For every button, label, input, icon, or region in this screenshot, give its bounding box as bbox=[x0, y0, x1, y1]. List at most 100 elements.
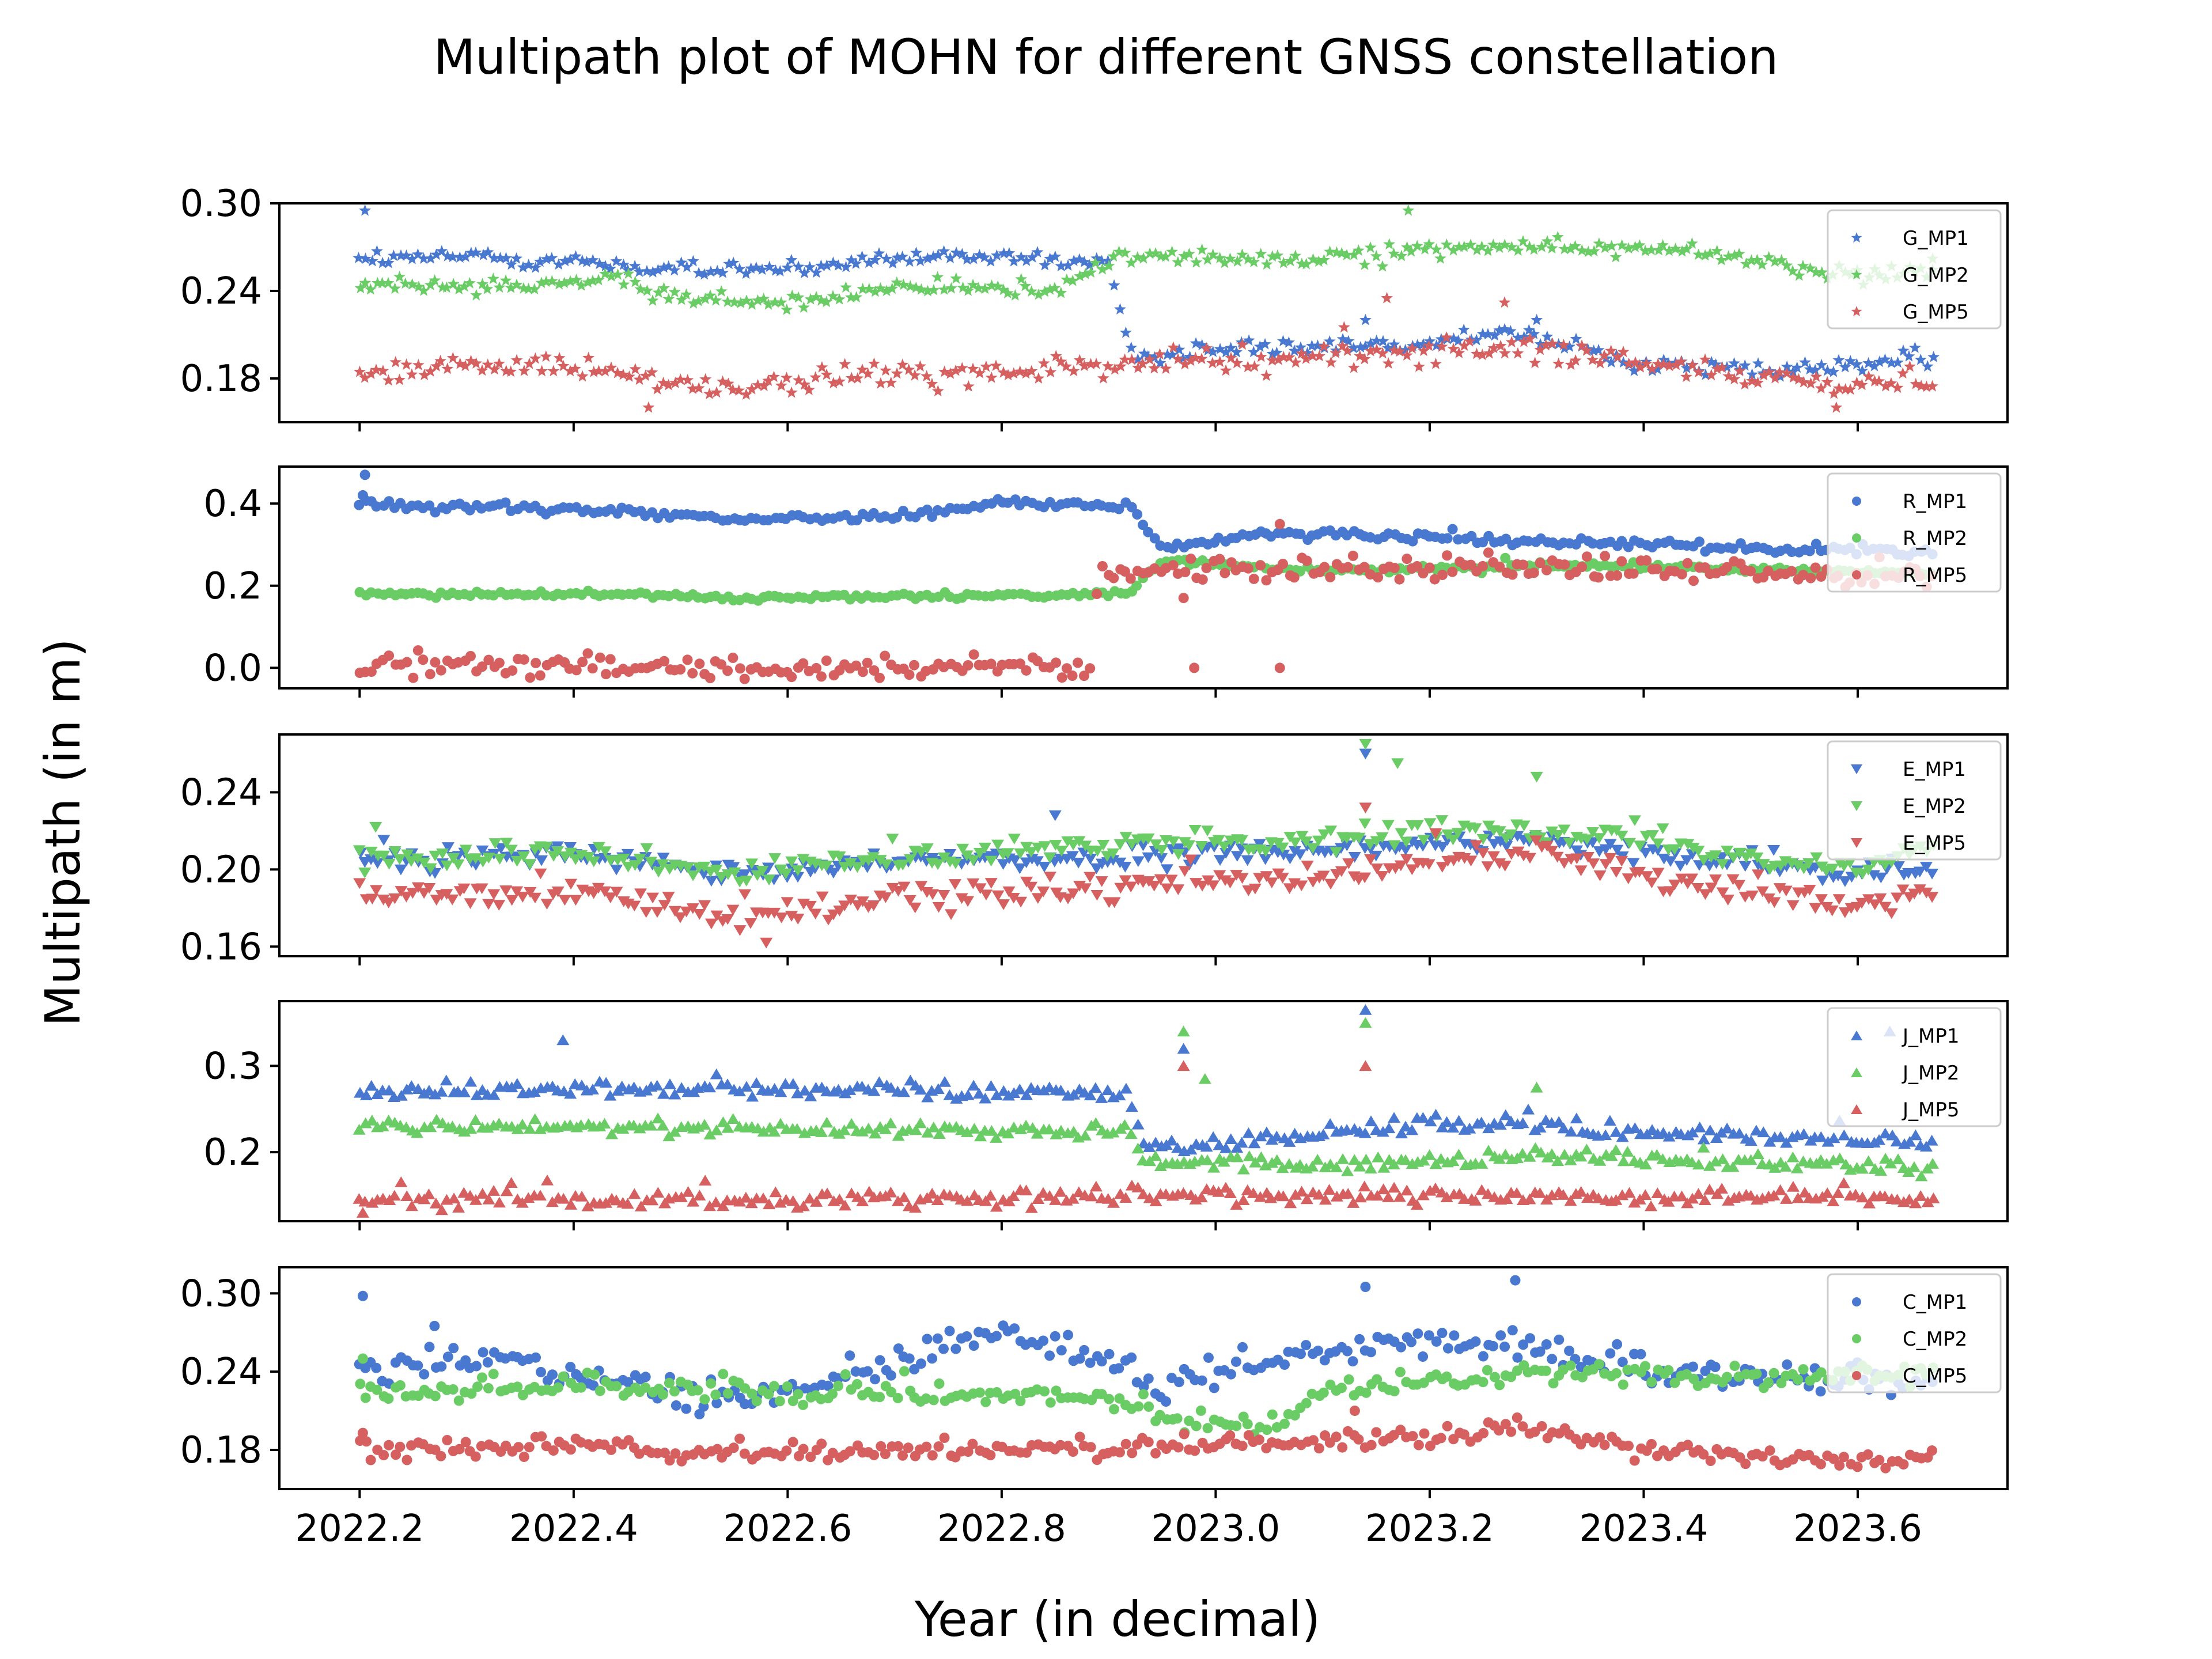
data-point bbox=[838, 900, 851, 912]
data-point bbox=[1466, 531, 1477, 541]
data-point bbox=[634, 888, 647, 900]
data-point bbox=[980, 1396, 991, 1407]
data-point bbox=[1797, 863, 1810, 874]
data-point bbox=[1507, 569, 1518, 580]
data-point bbox=[430, 1391, 441, 1402]
legend-marker bbox=[1852, 570, 1861, 579]
data-point bbox=[1201, 1154, 1214, 1165]
data-point bbox=[944, 849, 957, 860]
data-point bbox=[1728, 543, 1738, 554]
data-point bbox=[1043, 853, 1056, 863]
data-point bbox=[1685, 873, 1699, 885]
data-point bbox=[763, 260, 776, 272]
data-point bbox=[933, 1128, 946, 1139]
x-tick-label: 2022.8 bbox=[937, 1508, 1066, 1550]
data-point bbox=[1113, 245, 1126, 257]
data-point bbox=[1580, 344, 1593, 356]
data-point bbox=[1423, 818, 1437, 830]
data-point bbox=[1184, 354, 1197, 366]
data-point bbox=[477, 661, 487, 672]
data-point bbox=[1810, 852, 1823, 863]
data-point bbox=[738, 869, 751, 881]
data-point bbox=[1073, 836, 1086, 847]
data-point bbox=[405, 1200, 418, 1211]
data-point bbox=[897, 1450, 908, 1461]
data-point bbox=[1797, 376, 1810, 388]
data-point bbox=[1149, 1137, 1162, 1148]
data-point bbox=[435, 1450, 446, 1461]
data-point bbox=[1237, 1194, 1250, 1206]
data-point bbox=[1248, 1137, 1261, 1149]
data-point bbox=[1342, 335, 1355, 347]
data-point bbox=[1212, 1186, 1225, 1197]
data-point bbox=[1646, 1124, 1659, 1135]
data-point bbox=[692, 267, 705, 278]
data-point bbox=[1067, 1126, 1080, 1137]
data-point bbox=[1347, 550, 1358, 561]
data-point bbox=[950, 272, 963, 284]
data-point bbox=[668, 906, 681, 917]
data-point bbox=[1878, 1190, 1892, 1202]
data-point bbox=[1594, 1432, 1605, 1443]
data-point bbox=[1499, 1341, 1510, 1352]
data-point bbox=[1282, 1158, 1296, 1169]
data-point bbox=[1733, 847, 1747, 859]
data-point bbox=[1622, 242, 1635, 254]
data-point bbox=[645, 857, 658, 868]
data-point bbox=[1009, 289, 1021, 301]
data-point bbox=[1518, 1339, 1529, 1350]
data-point bbox=[1178, 866, 1191, 877]
data-point bbox=[827, 909, 840, 921]
axes-frame bbox=[278, 1266, 2009, 1490]
data-point bbox=[856, 1195, 869, 1207]
data-point bbox=[734, 663, 745, 674]
data-point bbox=[1013, 1084, 1027, 1094]
data-point bbox=[699, 1394, 710, 1405]
data-point bbox=[1406, 1124, 1419, 1135]
data-point bbox=[1079, 1130, 1092, 1141]
data-point bbox=[833, 293, 846, 305]
data-point bbox=[870, 1374, 880, 1385]
data-point bbox=[570, 250, 582, 262]
data-point bbox=[465, 651, 476, 661]
data-point bbox=[1026, 251, 1039, 263]
data-point bbox=[640, 843, 653, 854]
data-point bbox=[763, 874, 776, 886]
data-point bbox=[1248, 360, 1261, 372]
data-point bbox=[1746, 368, 1759, 380]
data-point bbox=[798, 1444, 809, 1455]
data-point bbox=[1009, 1323, 1020, 1334]
y-tick-label: 0.16 bbox=[180, 926, 263, 968]
data-point bbox=[897, 278, 910, 290]
data-point bbox=[1605, 344, 1618, 357]
data-point bbox=[1781, 259, 1793, 271]
x-tick-label: 2023.0 bbox=[1151, 1508, 1280, 1550]
data-point bbox=[1524, 332, 1536, 344]
data-point bbox=[571, 665, 582, 676]
data-point bbox=[809, 908, 822, 920]
data-point bbox=[1276, 842, 1289, 854]
data-point bbox=[1342, 1346, 1353, 1357]
data-point bbox=[370, 885, 383, 896]
data-point bbox=[820, 368, 833, 380]
data-point bbox=[500, 838, 513, 849]
data-point bbox=[357, 1290, 368, 1301]
data-point bbox=[1178, 249, 1190, 262]
data-point bbox=[658, 261, 670, 273]
data-point bbox=[523, 859, 536, 870]
data-point bbox=[698, 900, 711, 911]
data-point bbox=[1605, 1348, 1616, 1359]
data-point bbox=[1376, 832, 1389, 843]
data-point bbox=[1324, 878, 1338, 890]
data-point bbox=[1312, 339, 1324, 351]
data-point bbox=[832, 259, 844, 271]
data-point bbox=[400, 1190, 414, 1202]
data-point bbox=[1010, 1388, 1021, 1399]
data-point bbox=[1055, 286, 1067, 298]
data-point bbox=[1013, 863, 1027, 874]
data-point bbox=[1104, 1349, 1115, 1359]
data-point bbox=[1623, 1187, 1636, 1198]
data-point bbox=[1435, 862, 1449, 873]
data-point bbox=[564, 847, 577, 859]
